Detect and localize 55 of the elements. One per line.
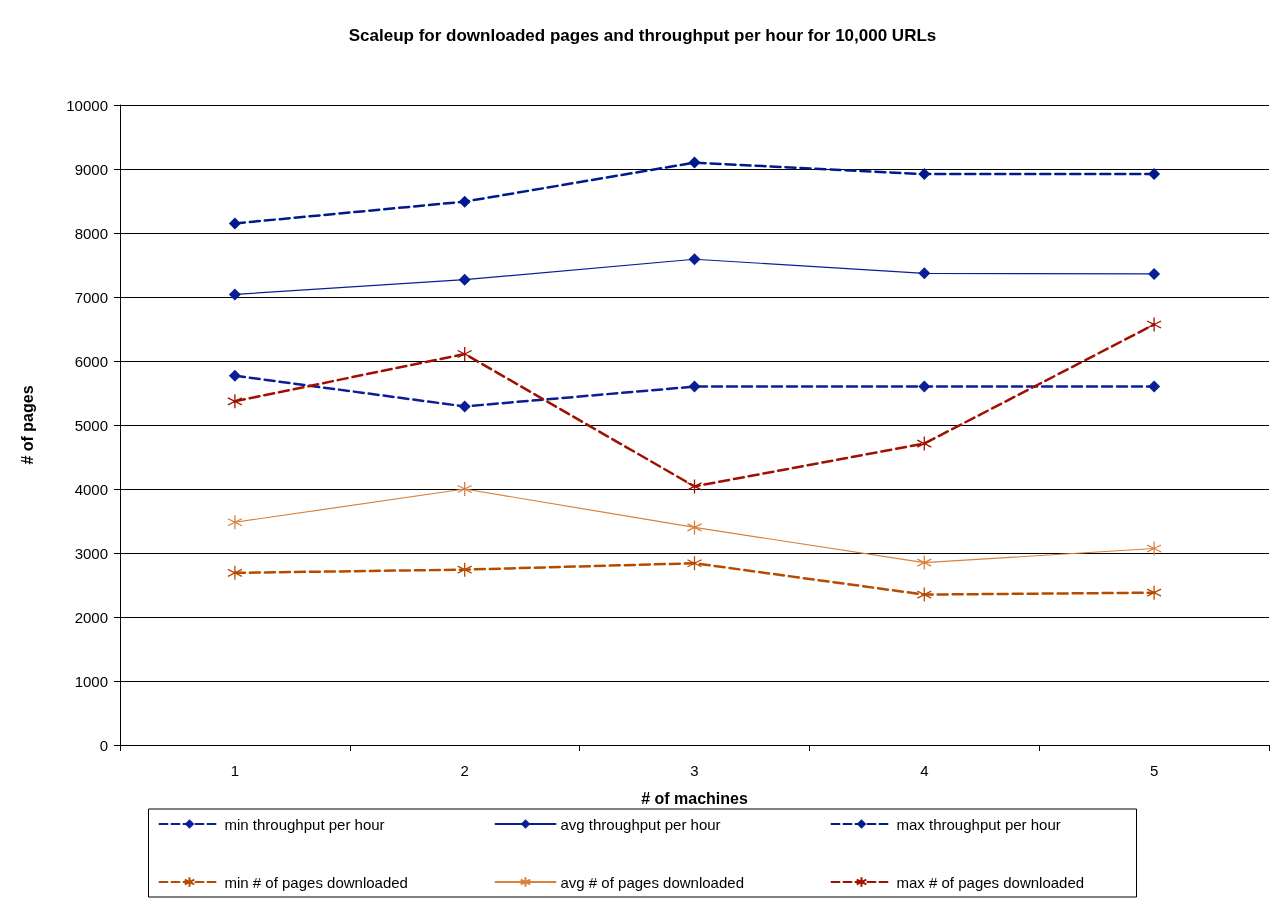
- legend-label: avg # of pages downloaded: [560, 873, 744, 891]
- point: [916, 586, 932, 603]
- point: [457, 481, 473, 497]
- x-tick-label: 4: [920, 762, 929, 779]
- x-tick-label: 1: [230, 762, 240, 779]
- point: [458, 400, 471, 413]
- legend-label: min # of pages downloaded: [224, 873, 408, 891]
- point: [227, 514, 243, 530]
- y-tick-label: 2000: [74, 608, 108, 626]
- point: [918, 380, 931, 393]
- point: [1146, 316, 1162, 333]
- point: [686, 555, 703, 571]
- legend-label: max throughput per hour: [896, 815, 1061, 833]
- point: [1146, 585, 1162, 601]
- y-tick-label: 0: [99, 736, 108, 754]
- point: [457, 346, 473, 362]
- point: [918, 168, 931, 181]
- x-tick-label: 5: [1149, 762, 1159, 779]
- y-tick-label: 6000: [74, 352, 108, 370]
- legend-label: max # of pages downloaded: [896, 873, 1085, 891]
- point: [1148, 380, 1161, 393]
- point: [458, 273, 471, 286]
- y-tick-label: 7000: [74, 288, 108, 306]
- y-tick-label: 3000: [74, 544, 108, 562]
- y-tick-label: 5000: [74, 416, 108, 434]
- x-tick-label: 3: [690, 762, 699, 779]
- legend-label: min throughput per hour: [224, 815, 385, 833]
- x-tick-label: 2: [460, 762, 469, 779]
- point: [688, 253, 701, 266]
- point: [1148, 267, 1161, 280]
- point: [688, 156, 701, 169]
- y-tick-label: 10000: [66, 96, 108, 114]
- chart-title: Scaleup for downloaded pages and throughput per hour for 10,000 URLs: [348, 26, 937, 45]
- point: [916, 554, 932, 571]
- point: [916, 435, 932, 452]
- point: [688, 380, 701, 393]
- point: [227, 393, 243, 409]
- point: [686, 519, 703, 536]
- point: [228, 288, 241, 301]
- point: [228, 369, 241, 382]
- point: [228, 217, 241, 230]
- point: [918, 267, 931, 280]
- point: [458, 195, 471, 208]
- point: [1148, 168, 1161, 181]
- y-tick-label: 9000: [74, 160, 108, 178]
- legend-label: avg throughput per hour: [560, 815, 721, 833]
- point: [686, 478, 703, 495]
- y-tick-label: 1000: [74, 672, 108, 690]
- x-axis-title: # of machines: [641, 789, 748, 807]
- point: [457, 561, 473, 578]
- y-tick-label: 8000: [74, 224, 108, 242]
- point: [227, 565, 243, 581]
- y-axis-title: # of pages: [18, 385, 36, 465]
- y-tick-label: 4000: [74, 480, 108, 498]
- point: [1146, 540, 1162, 557]
